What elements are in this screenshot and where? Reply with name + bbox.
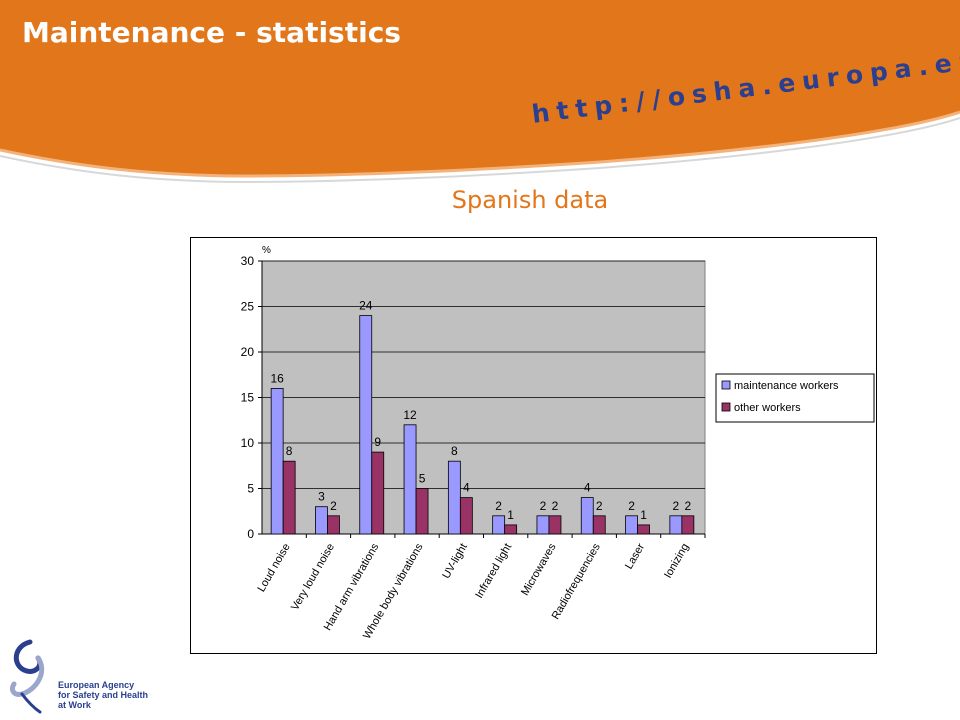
bar-other xyxy=(637,524,650,535)
agency-name-line-1: European Agency xyxy=(58,680,135,690)
data-label: 2 xyxy=(628,499,635,513)
data-label: 8 xyxy=(451,444,458,458)
agency-name-line-2: for Safety and Health xyxy=(58,690,149,700)
bar-maintenance xyxy=(669,515,683,535)
bar-maintenance xyxy=(536,515,550,535)
data-label: 4 xyxy=(463,481,470,495)
bar-maintenance xyxy=(625,515,638,535)
agency-logo-icon xyxy=(9,639,45,714)
data-label: 2 xyxy=(673,499,680,513)
bar-maintenance xyxy=(359,315,373,535)
data-label: 2 xyxy=(495,499,502,513)
data-label: 4 xyxy=(584,481,591,495)
data-label: 2 xyxy=(330,499,337,513)
data-label: 2 xyxy=(540,499,547,513)
agency-logo: European Agency for Safety and Health at… xyxy=(8,636,148,716)
bar-maintenance xyxy=(447,460,461,535)
chart-subtitle: Spanish data xyxy=(451,186,609,214)
bar-other xyxy=(371,451,385,535)
data-label: 3 xyxy=(318,490,325,504)
bar-other xyxy=(282,460,296,535)
header-banner xyxy=(0,0,960,184)
bar-other xyxy=(681,515,695,535)
y-tick-label: 10 xyxy=(241,436,255,450)
bar-other xyxy=(548,515,562,535)
agency-name-line-3: at Work xyxy=(58,700,91,710)
y-tick-label: 15 xyxy=(241,391,255,405)
bar-other xyxy=(504,524,518,535)
data-label: 8 xyxy=(286,444,293,458)
data-label: 2 xyxy=(685,499,692,513)
y-tick-label: 0 xyxy=(247,527,254,541)
y-tick-label: 20 xyxy=(241,345,255,359)
legend-box xyxy=(715,373,875,423)
legend-entry: other workers xyxy=(734,402,801,414)
legend-swatch xyxy=(721,402,731,412)
data-label: 2 xyxy=(596,499,603,513)
bar-other xyxy=(327,515,340,535)
data-label: 2 xyxy=(552,499,559,513)
data-label: 1 xyxy=(640,508,647,522)
legend-entry: maintenance workers xyxy=(734,380,839,392)
slide-title: Maintenance - statistics xyxy=(22,16,401,49)
bar-other xyxy=(592,515,606,535)
y-tick-label: 30 xyxy=(241,254,255,268)
bar-maintenance xyxy=(403,424,417,535)
legend-swatch xyxy=(721,380,731,390)
bar-other xyxy=(459,497,473,535)
data-label: 1 xyxy=(507,508,514,522)
data-label: 24 xyxy=(359,299,373,313)
bar-maintenance xyxy=(270,387,284,535)
bar-other xyxy=(415,488,429,535)
data-label: 5 xyxy=(419,472,426,486)
data-label: 16 xyxy=(270,371,284,385)
bar-maintenance xyxy=(315,506,328,535)
bar-maintenance xyxy=(492,515,506,535)
bar-maintenance xyxy=(580,497,594,535)
data-label: 12 xyxy=(403,408,417,422)
data-label: 9 xyxy=(374,435,381,449)
y-tick-label: 5 xyxy=(247,482,254,496)
y-tick-label: 25 xyxy=(241,300,255,314)
y-axis-label: % xyxy=(262,245,271,256)
